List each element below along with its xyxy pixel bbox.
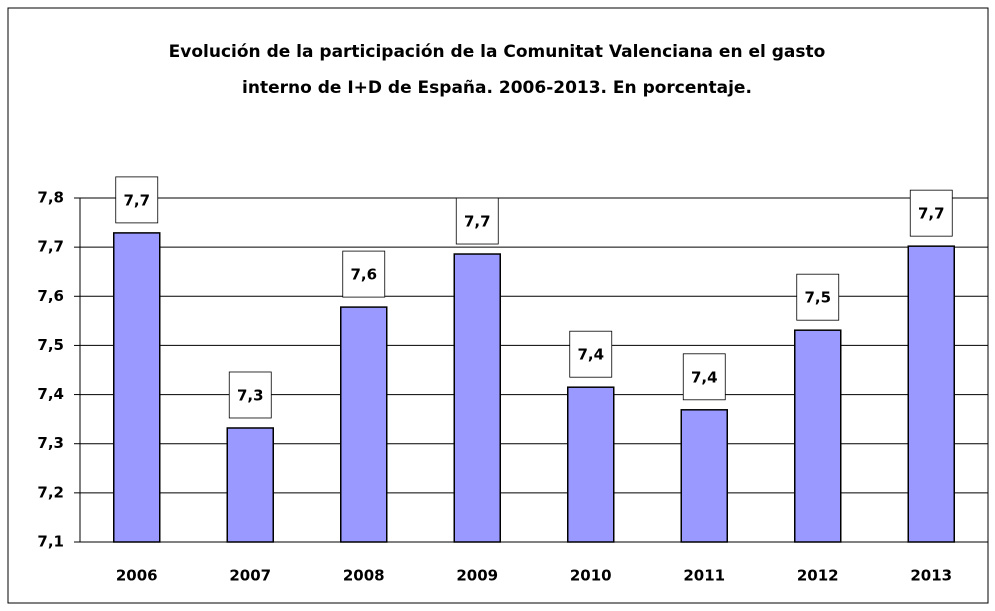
value-label-box (115, 176, 159, 224)
x-tick-label: 2009 (456, 567, 498, 585)
value-label: 7,5 (804, 289, 831, 307)
value-label-box (342, 250, 386, 298)
chart-title: interno de I+D de España. 2006-2013. En … (242, 78, 752, 98)
value-label: 7,7 (918, 205, 945, 223)
bar (794, 329, 842, 543)
bar (453, 253, 501, 543)
bar (567, 386, 615, 543)
value-label-box (796, 273, 840, 321)
value-label: 7,3 (237, 386, 264, 404)
x-tick-label: 2012 (797, 567, 839, 585)
chart-title: Evolución de la participación de la Comu… (169, 42, 826, 62)
value-label-box (682, 353, 726, 401)
y-tick-label: 7,1 (37, 533, 64, 551)
value-label-box (909, 189, 953, 237)
y-tick-label: 7,7 (37, 238, 64, 256)
bar (680, 409, 728, 543)
value-label: 7,7 (123, 191, 150, 209)
x-tick-label: 2006 (116, 567, 158, 585)
value-label-box (228, 371, 272, 419)
y-tick-label: 7,5 (37, 336, 64, 354)
value-label: 7,4 (577, 346, 604, 364)
x-tick-label: 2013 (910, 567, 952, 585)
value-label: 7,6 (350, 266, 377, 284)
y-tick-label: 7,8 (37, 189, 64, 207)
y-tick-label: 7,4 (37, 385, 64, 403)
x-tick-label: 2011 (683, 567, 725, 585)
bar (340, 306, 388, 543)
bar (907, 245, 955, 543)
value-label-box (569, 330, 613, 378)
x-tick-label: 2010 (570, 567, 612, 585)
value-label-box (455, 197, 499, 245)
bar (226, 427, 274, 543)
x-tick-label: 2007 (229, 567, 271, 585)
x-tick-label: 2008 (343, 567, 385, 585)
value-label: 7,4 (691, 368, 718, 386)
y-tick-label: 7,2 (37, 483, 64, 501)
y-tick-label: 7,3 (37, 434, 64, 452)
y-tick-label: 7,6 (37, 287, 64, 305)
bar (113, 232, 161, 543)
value-label: 7,7 (464, 213, 491, 231)
